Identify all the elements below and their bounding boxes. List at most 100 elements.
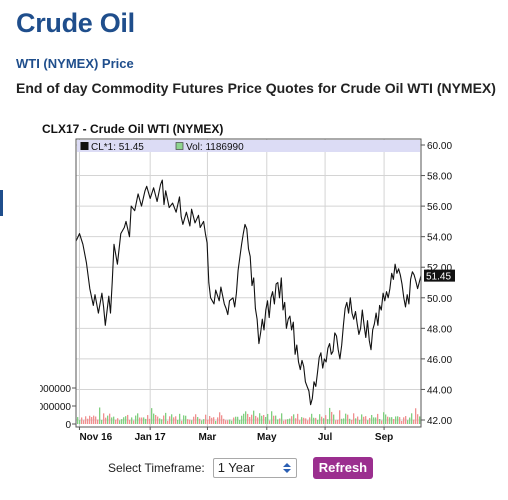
last-price-label: 51.45 — [426, 272, 451, 283]
volume-bar — [213, 417, 215, 424]
price-tick-label: 44.00 — [427, 385, 452, 396]
timeframe-control: Select Timeframe: 1 Year Refresh — [108, 456, 374, 480]
price-chart[interactable]: CLX17 - Crude Oil WTI (NYMEX) 60.00 58.00 5… — [40, 120, 508, 450]
volume-bar — [269, 420, 271, 424]
volume-bar — [223, 418, 225, 424]
price-tick-label: 50.00 — [427, 294, 452, 305]
volume-bar — [311, 413, 313, 424]
volume-bar — [161, 419, 163, 424]
plot-area — [76, 139, 421, 427]
volume-bar — [297, 413, 299, 424]
volume-bar — [87, 418, 89, 424]
volume-bar — [331, 411, 333, 424]
volume-bar — [167, 420, 169, 424]
volume-bar — [277, 419, 279, 424]
volume-bar — [103, 413, 105, 424]
volume-bar — [251, 414, 253, 424]
volume-bar — [327, 419, 329, 424]
volume-bar — [227, 420, 229, 424]
volume-bar — [207, 419, 209, 424]
volume-bar — [335, 420, 337, 424]
volume-tick-label: 4000000 — [40, 384, 71, 395]
volume-bar — [263, 414, 265, 424]
volume-bar — [299, 420, 301, 424]
volume-bar — [245, 411, 247, 424]
volume-bar — [83, 420, 85, 424]
volume-bar — [89, 415, 91, 424]
volume-bar — [239, 420, 241, 424]
volume-tick-label: 2000000 — [40, 402, 71, 413]
volume-bar — [191, 420, 193, 424]
price-tick-label: 48.00 — [427, 324, 452, 335]
x-tick-label: Sep — [375, 432, 393, 443]
volume-bar — [285, 419, 287, 424]
refresh-button[interactable]: Refresh — [312, 457, 374, 479]
select-arrows-icon — [282, 463, 291, 473]
volume-bar — [129, 419, 131, 424]
chart-title: CLX17 - Crude Oil WTI (NYMEX) — [42, 122, 223, 136]
volume-bar — [257, 417, 259, 424]
volume-bar — [143, 417, 145, 424]
volume-bar — [141, 417, 143, 424]
volume-bar — [253, 410, 255, 424]
volume-tick-label: 0 — [65, 420, 71, 431]
volume-bar — [179, 413, 181, 424]
volume-bar — [105, 417, 107, 424]
volume-bar — [165, 412, 167, 424]
volume-bar — [139, 417, 141, 424]
volume-bar — [177, 419, 179, 424]
volume-bar — [225, 420, 227, 424]
volume-bar — [259, 413, 261, 424]
volume-bar — [169, 416, 171, 424]
volume-bar — [271, 411, 273, 424]
volume-bar — [295, 418, 297, 424]
volume-bar — [415, 408, 417, 424]
volume-bar — [235, 416, 237, 424]
volume-bar — [149, 418, 151, 424]
volume-bar — [301, 417, 303, 424]
volume-bar — [171, 414, 173, 424]
x-tick-label: Jan 17 — [135, 432, 167, 443]
volume-bar — [315, 417, 317, 424]
volume-bar — [229, 419, 231, 424]
volume-bar — [267, 413, 269, 424]
volume-bar — [265, 416, 267, 424]
volume-bar — [337, 419, 339, 424]
volume-bar — [339, 410, 341, 424]
volume-bar — [389, 417, 391, 424]
price-line — [75, 179, 422, 406]
volume-bar — [101, 420, 103, 424]
volume-bar — [391, 417, 393, 424]
volume-bar — [195, 414, 197, 424]
volume-bar — [115, 419, 117, 424]
volume-bar — [383, 412, 385, 424]
volume-bar — [261, 415, 263, 424]
volume-bar — [377, 413, 379, 424]
volume-bar — [305, 418, 307, 424]
volume-bar — [159, 418, 161, 424]
price-tick-label: 42.00 — [427, 416, 452, 427]
volume-bar — [153, 413, 155, 424]
volume-bar — [151, 408, 153, 424]
volume-bar — [387, 416, 389, 424]
volume-bar — [359, 420, 361, 424]
volume-bar — [363, 416, 365, 424]
volume-bar — [369, 417, 371, 424]
volume-bar — [95, 416, 97, 424]
volume-bar — [247, 413, 249, 424]
volume-bar — [219, 412, 221, 424]
volume-bar — [291, 416, 293, 424]
volume-bar — [319, 414, 321, 424]
volume-bar — [109, 413, 111, 424]
volume-bar — [237, 416, 239, 424]
volume-bar — [355, 418, 357, 424]
volume-bar — [397, 416, 399, 424]
timeframe-value: 1 Year — [217, 460, 255, 475]
volume-bar — [323, 418, 325, 424]
timeframe-select[interactable]: 1 Year — [212, 458, 297, 478]
volume-bar — [231, 420, 233, 424]
volume-bar — [81, 417, 83, 424]
volume-bar — [367, 420, 369, 424]
legend-volume-swatch — [175, 142, 184, 150]
volume-bar — [347, 414, 349, 424]
